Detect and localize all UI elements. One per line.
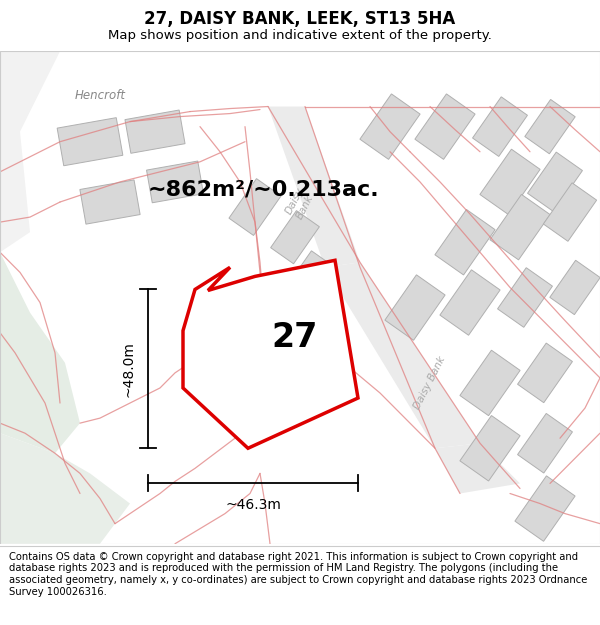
Polygon shape [125, 110, 185, 153]
Polygon shape [385, 275, 445, 340]
Polygon shape [271, 211, 319, 264]
Polygon shape [460, 416, 520, 481]
Polygon shape [435, 443, 520, 494]
Polygon shape [473, 97, 527, 156]
Polygon shape [515, 476, 575, 541]
Polygon shape [80, 180, 140, 224]
Polygon shape [183, 260, 358, 448]
Text: Contains OS data © Crown copyright and database right 2021. This information is : Contains OS data © Crown copyright and d… [9, 552, 587, 597]
Polygon shape [268, 106, 360, 268]
Polygon shape [146, 161, 203, 202]
Polygon shape [527, 152, 583, 212]
Polygon shape [544, 183, 596, 241]
Text: Daisy
Bank: Daisy Bank [284, 186, 316, 222]
Text: ~862m²/~0.213ac.: ~862m²/~0.213ac. [148, 180, 380, 200]
Text: 27: 27 [272, 321, 318, 354]
Polygon shape [497, 268, 553, 328]
Text: Daisy Bank: Daisy Bank [412, 355, 448, 411]
Polygon shape [480, 149, 540, 214]
Polygon shape [525, 99, 575, 154]
Polygon shape [435, 209, 495, 275]
Text: Hencroft: Hencroft [75, 89, 126, 102]
Polygon shape [415, 94, 475, 159]
Polygon shape [0, 253, 80, 453]
Polygon shape [518, 343, 572, 402]
Polygon shape [550, 260, 600, 314]
Text: ~46.3m: ~46.3m [225, 498, 281, 511]
Polygon shape [518, 413, 572, 473]
Polygon shape [325, 262, 480, 448]
Polygon shape [229, 179, 281, 236]
Polygon shape [57, 118, 123, 166]
Polygon shape [0, 51, 60, 252]
Polygon shape [360, 94, 420, 159]
Polygon shape [490, 194, 550, 260]
Polygon shape [286, 251, 334, 304]
Polygon shape [0, 433, 130, 544]
Text: Map shows position and indicative extent of the property.: Map shows position and indicative extent… [108, 29, 492, 42]
Polygon shape [440, 270, 500, 335]
Text: ~48.0m: ~48.0m [122, 341, 136, 397]
Text: 27, DAISY BANK, LEEK, ST13 5HA: 27, DAISY BANK, LEEK, ST13 5HA [145, 10, 455, 28]
Polygon shape [460, 350, 520, 416]
